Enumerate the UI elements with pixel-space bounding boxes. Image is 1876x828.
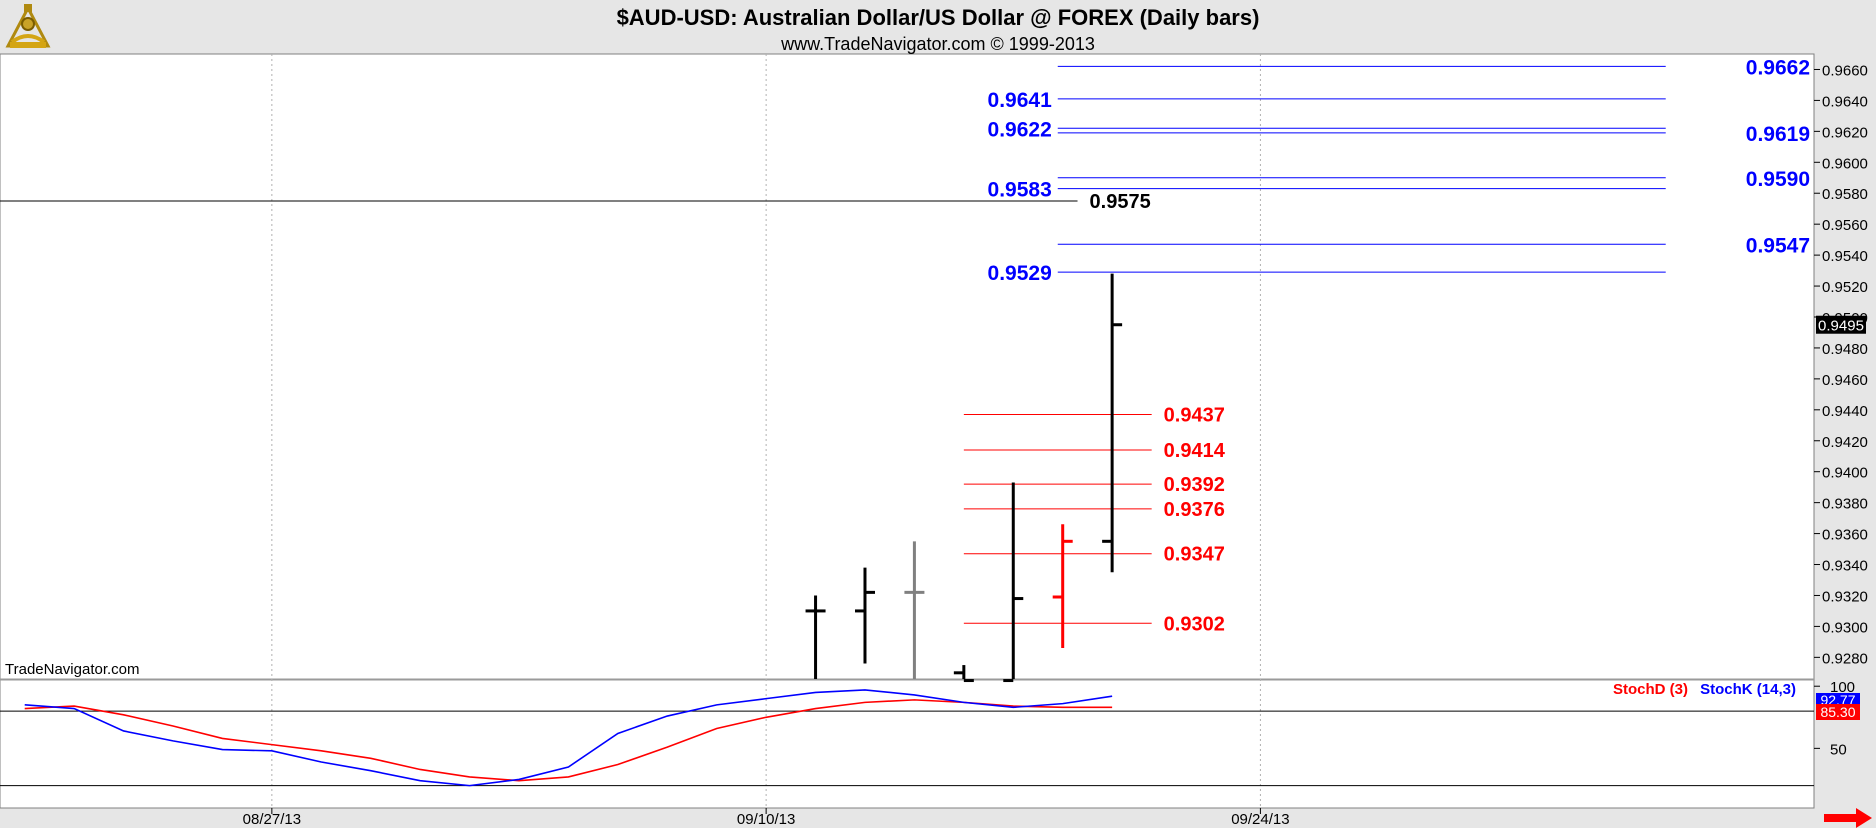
stochastic-lines: StochD (3) StochK (14,3) bbox=[0, 681, 1814, 787]
resistance-label: 0.9529 bbox=[988, 262, 1052, 285]
x-tick-label: 09/10/13 bbox=[737, 811, 795, 828]
ohlc-bar bbox=[1102, 273, 1123, 573]
y-tick-label: 0.9560 bbox=[1822, 217, 1868, 234]
y-tick-label: 0.9660 bbox=[1822, 62, 1868, 79]
grid-lines bbox=[271, 54, 1261, 808]
ohlc-bar bbox=[953, 665, 974, 683]
y-tick-label: 0.9280 bbox=[1822, 650, 1868, 667]
y-tick-label: 0.9340 bbox=[1822, 558, 1868, 575]
support-label: 0.9376 bbox=[1164, 499, 1225, 521]
support-label: 0.9414 bbox=[1164, 440, 1226, 462]
stoch-series-line bbox=[24, 699, 1113, 782]
last-price-label: 0.9495 bbox=[1818, 318, 1864, 335]
chart-title: $AUD-USD: Australian Dollar/US Dollar @ … bbox=[617, 5, 1260, 30]
ohlc-bar bbox=[904, 541, 925, 679]
y-tick-label: 0.9580 bbox=[1822, 186, 1868, 203]
resistance-label: 0.9583 bbox=[988, 179, 1052, 202]
y-tick-label: 0.9480 bbox=[1822, 341, 1868, 358]
y-tick-label: 0.9400 bbox=[1822, 465, 1868, 482]
y-tick-label: 0.9620 bbox=[1822, 124, 1868, 141]
price-levels: 0.9575 0.9662 0.9641 0.9622 0.9619 0.9590 0.95… bbox=[0, 56, 1810, 635]
reference-line-label: 0.9575 bbox=[1090, 191, 1151, 213]
y-tick-label: 0.9520 bbox=[1822, 279, 1868, 296]
ohlc-bar bbox=[1052, 524, 1073, 649]
price-y-axis: 0.9280 0.9300 0.9320 0.9340 0.9360 0.9380 0.94… bbox=[1814, 62, 1868, 758]
scroll-right-arrow-icon[interactable] bbox=[1824, 808, 1872, 828]
y-tick-label: 0.9440 bbox=[1822, 403, 1868, 420]
y-tick-label: 0.9320 bbox=[1822, 588, 1868, 605]
y-tick-label: 0.9600 bbox=[1822, 155, 1868, 172]
ohlc-bar bbox=[1003, 482, 1024, 683]
price-bars bbox=[805, 273, 1123, 683]
y-tick-label: 0.9360 bbox=[1822, 527, 1868, 544]
resistance-label: 0.9662 bbox=[1746, 56, 1810, 79]
resistance-label: 0.9590 bbox=[1746, 168, 1810, 191]
chart-subtitle: www.TradeNavigator.com © 1999-2013 bbox=[780, 34, 1095, 54]
price-panel bbox=[0, 53, 1815, 680]
watermark-text: TradeNavigator.com bbox=[5, 661, 140, 678]
y-tick-label: 0.9420 bbox=[1822, 434, 1868, 451]
stoch-d-value-label: 85.30 bbox=[1820, 704, 1855, 720]
x-tick-label: 09/24/13 bbox=[1231, 811, 1289, 828]
y-tick-label: 0.9460 bbox=[1822, 372, 1868, 389]
stoch-legend-k: StochK (14,3) bbox=[1700, 681, 1796, 698]
x-tick-label: 08/27/13 bbox=[243, 811, 301, 828]
y-tick-label: 0.9640 bbox=[1822, 93, 1868, 110]
stoch-legend-d: StochD (3) bbox=[1613, 681, 1688, 698]
trade-navigator-logo-icon bbox=[5, 4, 51, 48]
resistance-label: 0.9619 bbox=[1746, 123, 1810, 146]
stoch-y-tick-label: 100 bbox=[1830, 679, 1855, 696]
resistance-label: 0.9622 bbox=[988, 118, 1052, 141]
support-label: 0.9392 bbox=[1164, 474, 1225, 496]
support-label: 0.9302 bbox=[1164, 613, 1225, 635]
stoch-series-line bbox=[24, 689, 1113, 787]
resistance-label: 0.9641 bbox=[988, 89, 1053, 112]
ohlc-bar bbox=[805, 595, 826, 679]
resistance-label: 0.9547 bbox=[1746, 234, 1810, 257]
ohlc-bar bbox=[854, 567, 875, 664]
support-label: 0.9437 bbox=[1164, 404, 1225, 426]
stoch-d-value-box bbox=[1816, 704, 1860, 720]
stoch-y-tick-label: 50 bbox=[1830, 741, 1847, 758]
stochastic-panel bbox=[0, 679, 1815, 809]
last-price-box bbox=[1816, 315, 1866, 334]
x-axis: 08/27/13 09/10/13 09/24/13 bbox=[243, 808, 1290, 828]
support-label: 0.9347 bbox=[1164, 544, 1225, 566]
y-tick-label: 0.9540 bbox=[1822, 248, 1868, 265]
y-tick-label: 0.9380 bbox=[1822, 496, 1868, 513]
y-tick-label: 0.9300 bbox=[1822, 619, 1868, 636]
